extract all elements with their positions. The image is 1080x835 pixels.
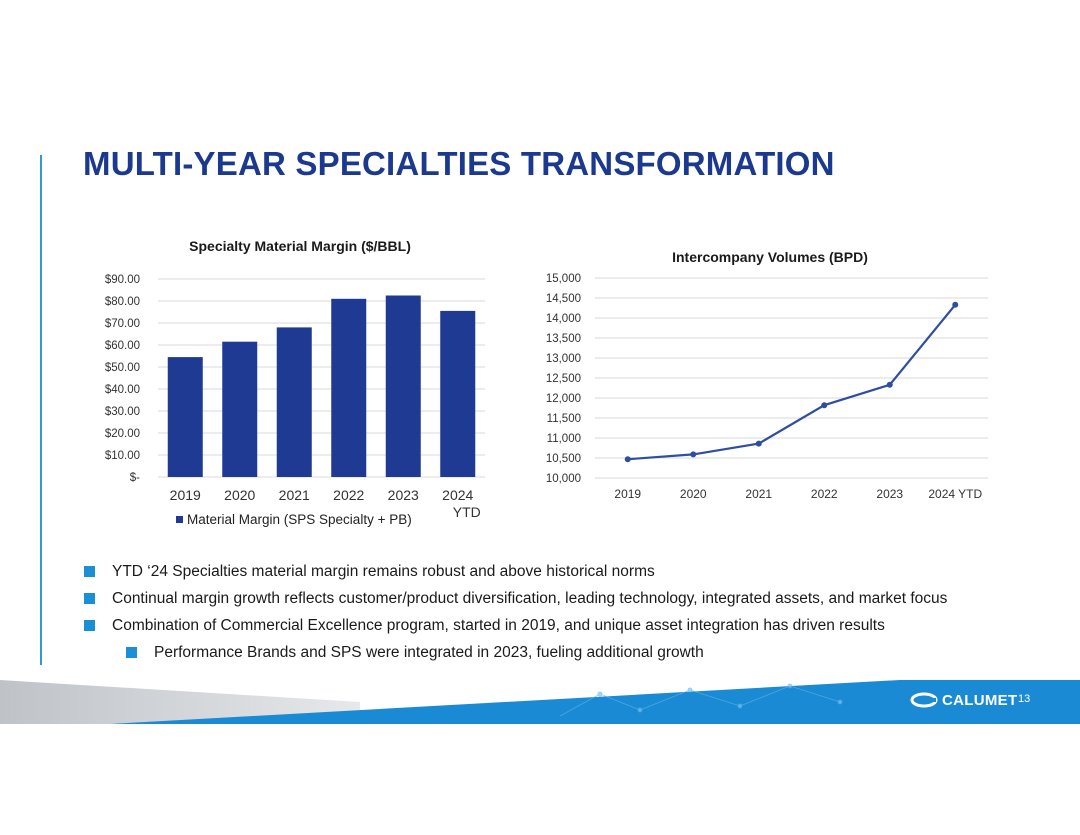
bullet-text: Combination of Commercial Excellence pro… <box>112 617 885 634</box>
line-x-tick-label: 2023 <box>876 487 903 501</box>
bar-y-tick-label: $70.00 <box>105 318 140 330</box>
bullet-text: Performance Brands and SPS were integrat… <box>154 644 704 661</box>
bar-2023 <box>385 295 421 477</box>
bar-y-tick-label: $80.00 <box>105 296 140 308</box>
bar-y-tick-label: $30.00 <box>105 406 140 418</box>
bar-chart-title: Specialty Material Margin ($/BBL) <box>189 238 411 254</box>
bar-x-tick-label: 2020 <box>224 487 255 503</box>
line-point-2022 <box>821 402 828 409</box>
left-accent-rule <box>40 155 42 665</box>
line-chart-title: Intercompany Volumes (BPD) <box>672 249 868 265</box>
line-y-tick-label: 13,000 <box>546 353 581 365</box>
line-y-tick-label: 13,500 <box>546 333 581 345</box>
bar-y-tick-label: $20.00 <box>105 428 140 440</box>
bar-x-tick-label: 2022 <box>333 487 364 503</box>
bar-2020 <box>222 341 258 477</box>
line-point-2019 <box>624 456 631 463</box>
bar-x-tick-label: 2023 <box>388 487 419 503</box>
bar-y-tick-label: $10.00 <box>105 450 140 462</box>
line-point-2024-ytd <box>952 301 959 308</box>
line-x-tick-label: 2022 <box>811 487 838 501</box>
line-y-tick-label: 14,000 <box>546 313 581 325</box>
bar-x-tick-label: 2024 YTD <box>442 487 481 520</box>
calumet-logo: CALUMET <box>910 689 1017 711</box>
line-x-tick-label: 2020 <box>680 487 707 501</box>
bar-y-tick-label: $60.00 <box>105 340 140 352</box>
line-y-tick-label: 10,000 <box>546 473 581 485</box>
bullet-item: YTD ‘24 Specialties material margin rema… <box>84 558 1064 585</box>
line-point-2020 <box>690 451 697 458</box>
sub-bullet-item: Performance Brands and SPS were integrat… <box>84 639 1064 666</box>
line-point-2023 <box>886 381 893 388</box>
line-series <box>627 304 957 461</box>
line-chart: 10,000 10,500 11,000 11,500 12,000 12,500 13,0… <box>546 273 988 501</box>
slide-title: MULTI-YEAR SPECIALTIES TRANSFORMATION <box>83 145 835 182</box>
bar-2021 <box>276 327 312 477</box>
line-x-tick-label: 2024 YTD <box>928 487 982 501</box>
bullet-item: Combination of Commercial Excellence pro… <box>84 612 1064 639</box>
bullet-list: YTD ‘24 Specialties material margin rema… <box>84 558 1064 666</box>
bar-2022 <box>331 298 367 477</box>
bar-2019 <box>167 357 203 477</box>
calumet-logo-icon <box>910 692 938 708</box>
bar-y-tick-label: $40.00 <box>105 384 140 396</box>
bar-x-tick-label: 2021 <box>279 487 310 503</box>
bullet-square-icon <box>84 593 95 604</box>
line-point-2021 <box>755 440 762 447</box>
bullet-square-icon <box>84 620 95 631</box>
bar-y-tick-label: $50.00 <box>105 362 140 374</box>
bar-chart: $- $10.00 $20.00 $30.00 $40.00 $50.00 $60.00 $7… <box>105 274 485 527</box>
line-y-tick-label: 11,000 <box>547 433 581 445</box>
line-x-tick-label: 2019 <box>614 487 641 501</box>
legend-swatch <box>176 516 183 523</box>
bullet-square-icon <box>84 566 95 577</box>
bullet-item: Continual margin growth reflects custome… <box>84 585 1064 612</box>
bullet-text: YTD ‘24 Specialties material margin rema… <box>112 563 655 580</box>
page-number: 13 <box>1018 693 1031 705</box>
line-y-tick-label: 12,500 <box>546 373 581 385</box>
bar-y-tick-label: $- <box>130 472 140 484</box>
line-y-tick-label: 11,500 <box>547 413 581 425</box>
bullet-text: Continual margin growth reflects custome… <box>112 590 948 607</box>
line-y-tick-label: 15,000 <box>546 273 581 285</box>
line-y-tick-label: 10,500 <box>546 453 581 465</box>
line-y-tick-label: 12,000 <box>546 393 581 405</box>
bullet-square-icon <box>126 647 137 658</box>
logo-text: CALUMET <box>942 691 1018 709</box>
line-x-tick-label: 2021 <box>745 487 772 501</box>
footer-band <box>0 680 1080 724</box>
bar-x-tick-label: 2019 <box>170 487 201 503</box>
line-y-tick-label: 14,500 <box>546 293 581 305</box>
legend-label: Material Margin (SPS Specialty + PB) <box>187 512 412 527</box>
bar-2024-ytd <box>440 310 476 477</box>
bar-y-tick-label: $90.00 <box>105 274 140 286</box>
